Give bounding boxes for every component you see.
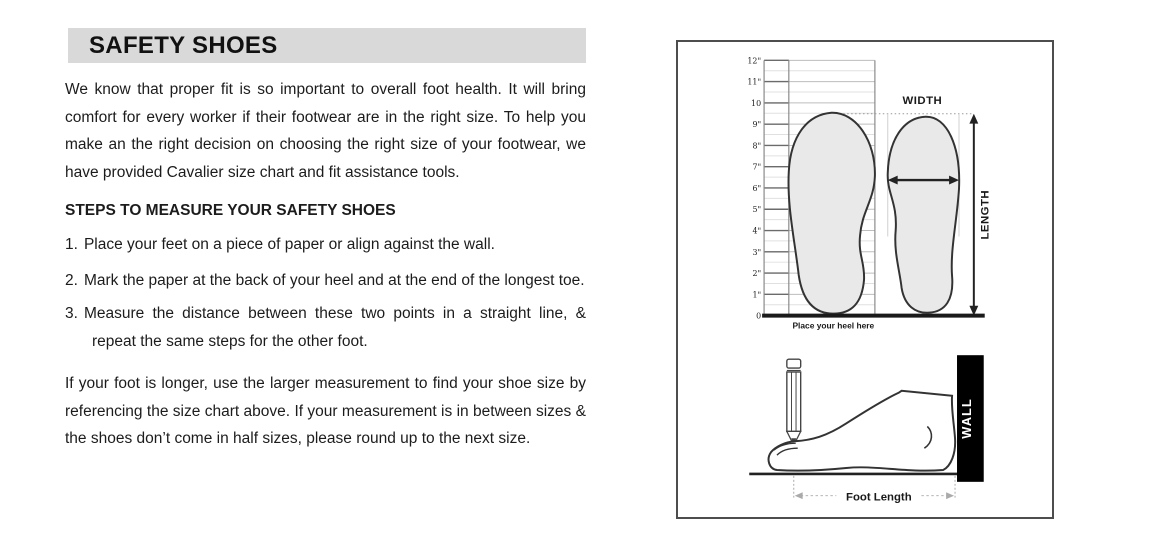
tick-6: 6" [752,184,761,193]
tick-10: 10 [751,99,761,108]
width-label: WIDTH [903,95,943,107]
length-label: LENGTH [980,190,992,240]
wall-block [957,355,984,482]
toe-detail-lines [773,442,798,456]
foot-length-label: Foot Length [846,492,912,504]
tick-11: 11" [747,78,761,87]
tick-7: 7" [752,163,761,172]
tick-8: 8" [752,141,761,150]
left-foot-sole [787,111,876,315]
page-title: SAFETY SHOES [68,28,586,63]
step-item-3: 3. Measure the distance between these two… [65,300,586,355]
measurement-diagram: 12" 11" 10 9" 8" 7" 6" 5" 4" 3" 2" 1" 0 … [676,40,1054,519]
outro-paragraph: If your foot is longer, use the larger m… [65,375,586,448]
step-number: 3. [65,305,78,323]
tick-1: 1" [752,290,761,299]
step-text: Mark the paper at the back of your heel … [83,272,585,290]
tick-12: 12" [747,56,761,65]
wall-label: WALL [959,398,974,438]
side-foot-outline [767,389,957,472]
length-arrow [969,113,979,316]
ruler-tick-labels: 12" 11" 10 9" 8" 7" 6" 5" 4" 3" 2" 1" 0 [747,56,761,320]
step-number: 2. [65,272,78,290]
intro-paragraph: We know that proper fit is so important … [65,81,586,181]
tick-0: 0 [756,312,761,321]
width-arrow [887,175,959,185]
tick-9: 9" [752,120,761,129]
step-text: Place your feet on a piece of paper or a… [83,235,495,253]
tick-2: 2" [752,269,761,278]
step-item-2: 2. Mark the paper at the back of your hee… [65,267,586,295]
tick-3: 3" [752,248,761,257]
pencil-icon [785,358,802,447]
heel-here-label: Place your heel here [792,320,874,330]
step-text: Measure the distance between these two p… [83,305,586,350]
step-item-1: 1. Place your feet on a piece of paper or… [65,231,586,259]
right-foot-sole [886,115,961,314]
article-column: SAFETY SHOES We know that proper fit is … [65,28,586,469]
tick-4: 4" [752,226,761,235]
step-number: 1. [65,235,78,253]
tick-5: 5" [752,205,761,214]
ankle-curve [923,425,933,449]
steps-heading: STEPS TO MEASURE YOUR SAFETY SHOES [65,201,396,219]
